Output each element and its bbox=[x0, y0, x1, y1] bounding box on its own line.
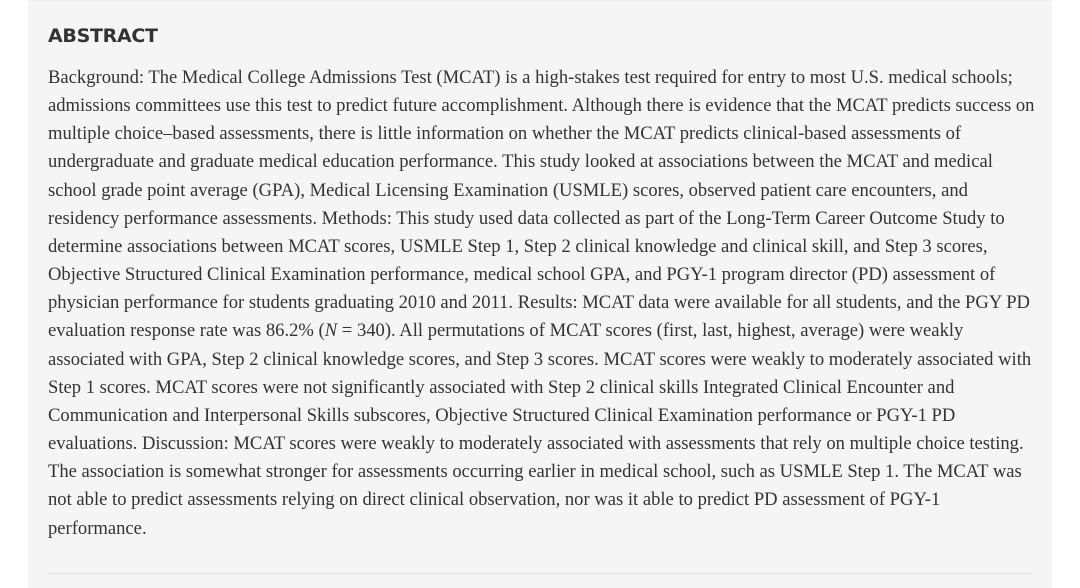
section-divider bbox=[48, 573, 1032, 574]
abstract-panel: ABSTRACT Background: The Medical College… bbox=[28, 0, 1052, 588]
abstract-heading: ABSTRACT bbox=[48, 25, 158, 47]
abstract-text: Background: The Medical College Admissio… bbox=[48, 64, 1036, 543]
abstract-text-part-1: Background: The Medical College Admissio… bbox=[48, 67, 1035, 342]
sample-size-symbol: N bbox=[324, 320, 338, 342]
abstract-text-part-2: = 340). All permutations of MCAT scores … bbox=[48, 320, 1032, 539]
